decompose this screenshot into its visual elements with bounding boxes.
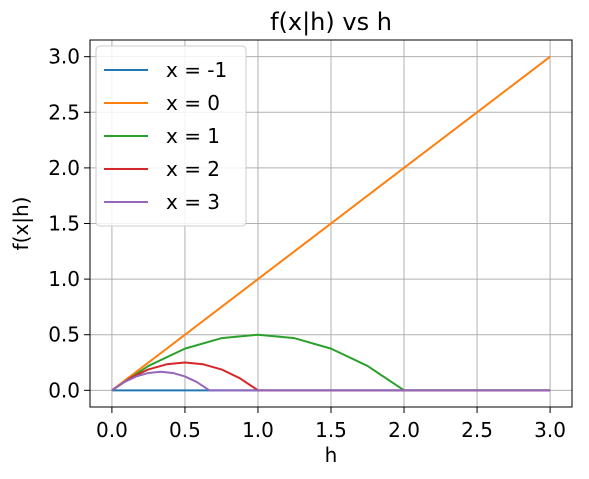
x-tick-label: 1.5 xyxy=(315,418,347,442)
series-line-3 xyxy=(111,333,551,392)
x-tick-label: 2.0 xyxy=(388,418,420,442)
y-tick-label: 2.0 xyxy=(48,156,80,180)
legend-label: x = 0 xyxy=(166,91,220,115)
x-tick-label: 0.5 xyxy=(169,418,201,442)
series-line-4 xyxy=(111,361,551,392)
legend-label: x = 1 xyxy=(166,124,220,148)
legend: x = -1 x = 0 x = 1 x = 2 x = 3 xyxy=(95,45,247,227)
x-axis-label: h xyxy=(325,443,338,467)
chart-title: f(x|h) vs h xyxy=(270,8,392,36)
legend-box xyxy=(95,45,247,227)
y-tick-label: 0.0 xyxy=(48,378,80,402)
y-tick-label: 0.5 xyxy=(48,323,80,347)
x-tick-label: 0.0 xyxy=(96,418,128,442)
x-tick-label: 3.0 xyxy=(534,418,566,442)
y-axis-label: f(x|h) xyxy=(9,197,33,251)
legend-label: x = 3 xyxy=(166,190,220,214)
y-tick-label: 1.5 xyxy=(48,212,80,236)
series-lines xyxy=(111,55,551,392)
series-line-5 xyxy=(111,370,551,392)
y-tick-label: 2.5 xyxy=(48,100,80,124)
y-tick-label: 1.0 xyxy=(48,267,80,291)
y-tick-label: 3.0 xyxy=(48,45,80,69)
axis-ticks: 0.0 0.5 1.0 1.5 2.0 2.5 3.0 0.0 0.5 1.0 1.5 2.0 2.5 3… xyxy=(48,45,566,442)
x-tick-label: 2.5 xyxy=(461,418,493,442)
legend-label: x = 2 xyxy=(166,157,220,181)
legend-label: x = -1 xyxy=(166,58,227,82)
x-tick-label: 1.0 xyxy=(242,418,274,442)
series-line-2 xyxy=(111,55,551,392)
